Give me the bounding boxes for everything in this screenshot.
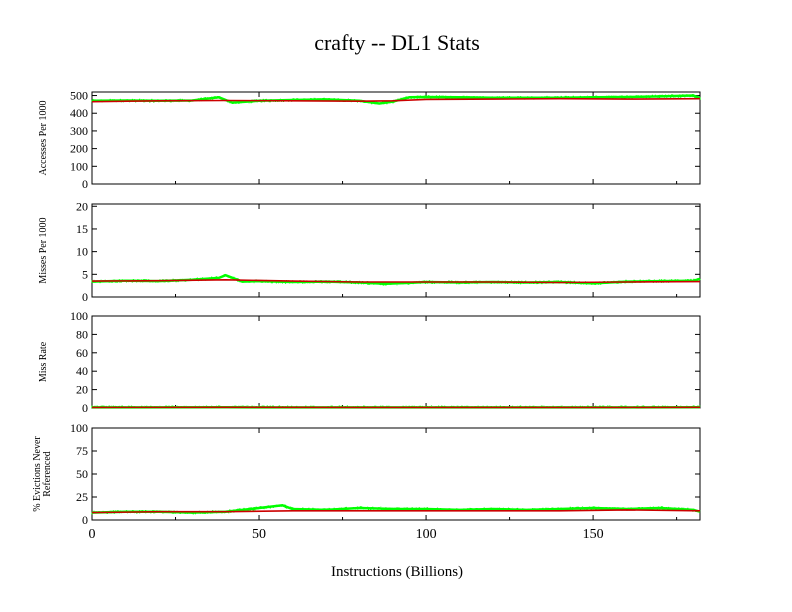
y-tick-label: 500	[70, 89, 88, 103]
panel-3: 0 20 40 60 80 100 Miss Rate	[38, 309, 701, 415]
y-tick-label: 100	[70, 421, 88, 435]
y-tick-label: 40	[76, 364, 88, 378]
y-tick-label: 0	[82, 290, 88, 304]
y-tick-label: 0	[82, 513, 88, 527]
series-raw-line	[91, 94, 701, 105]
chart-title: crafty -- DL1 Stats	[314, 30, 480, 55]
y-tick-label: 25	[76, 490, 88, 504]
y-tick-label: 200	[70, 142, 88, 156]
y-axis-label: Miss Rate	[38, 341, 49, 382]
panel-4: 0 25 50 75 100 0 50 100 150 % Evictions Never Refe…	[32, 421, 701, 542]
y-tick-label: 50	[76, 467, 88, 481]
y-tick-label: 75	[76, 444, 88, 458]
x-tick-label: 50	[252, 527, 266, 542]
y-tick-label: 60	[76, 346, 88, 360]
x-axis-label: Instructions (Billions)	[331, 564, 463, 580]
series-smooth-line	[91, 509, 701, 514]
y-tick-label: 300	[70, 124, 88, 138]
y-tick-label: 15	[76, 222, 88, 236]
y-tick-label: 20	[76, 199, 88, 213]
x-tick-label: 150	[583, 527, 604, 542]
x-tick-label: 100	[416, 527, 437, 542]
plot-frame	[91, 203, 701, 298]
y-axis-label: Misses Per 1000	[38, 217, 49, 283]
series-smooth-line	[91, 97, 701, 103]
y-tick-label: 10	[76, 245, 88, 259]
panel-1: 0 100 200 300 400 500 Accesses Per 1000	[38, 89, 701, 191]
plot-frame	[91, 91, 701, 185]
y-tick-label: 5	[82, 267, 88, 281]
y-tick-label: 400	[70, 106, 88, 120]
y-axis-label: % Evictions Never	[32, 436, 43, 512]
y-tick-label: 20	[76, 383, 88, 397]
plot-frame	[91, 315, 701, 409]
plot-frame	[91, 427, 701, 521]
y-tick-label: 0	[82, 401, 88, 415]
y-tick-label: 100	[70, 309, 88, 323]
panel-2: 0 5 10 15 20 Misses Per 1000	[38, 199, 701, 304]
y-tick-label: 0	[82, 177, 88, 191]
x-tick-label: 0	[89, 527, 96, 542]
y-axis-label: Accesses Per 1000	[38, 101, 49, 176]
y-axis-label: Referenced	[42, 451, 53, 497]
y-tick-label: 100	[70, 159, 88, 173]
y-tick-label: 80	[76, 327, 88, 341]
series-smooth-line	[91, 278, 701, 284]
